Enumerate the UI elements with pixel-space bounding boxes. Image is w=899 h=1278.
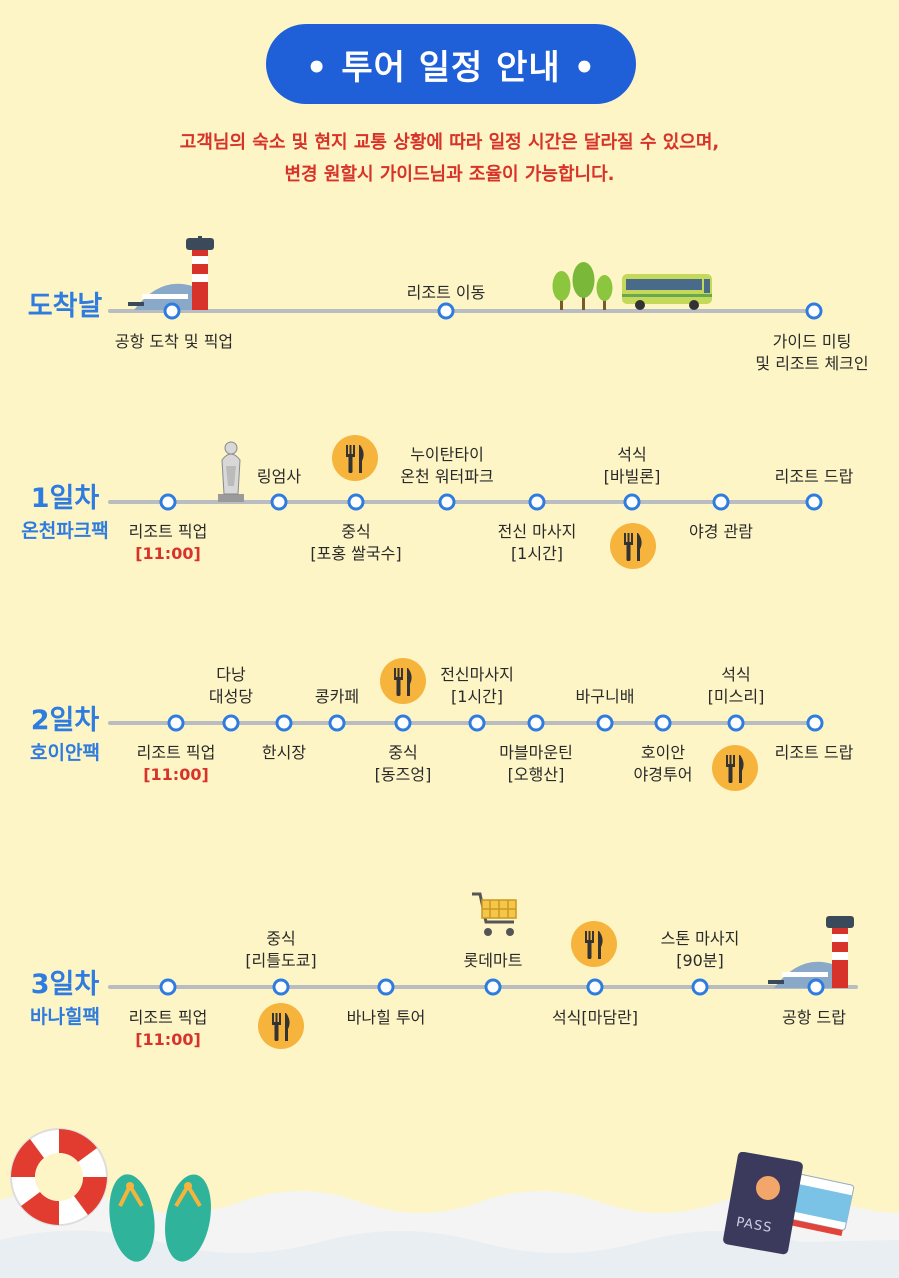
day2-lunch-label: 중식 [동즈엉]	[374, 743, 432, 784]
day1-stop-dot	[438, 493, 456, 511]
airport-icon	[128, 236, 214, 310]
day1-stop-dot	[712, 493, 730, 511]
day2-stop-dot	[468, 714, 486, 732]
day1-stop-dot	[528, 493, 546, 511]
day2-cathedral-label: 다낭 대성당	[208, 665, 254, 706]
day2-stop-dot	[527, 714, 545, 732]
statue-icon	[218, 441, 244, 502]
bus-icon	[622, 274, 712, 310]
day2-marble-mountain-label: 마블마운틴 [오행산]	[499, 743, 573, 784]
day3-stop-dot	[691, 978, 709, 996]
arrival-timeline	[108, 309, 818, 313]
day2-stop-dot	[275, 714, 293, 732]
day3-stop-dot	[272, 978, 290, 996]
life-ring-icon	[10, 1128, 108, 1226]
day3-lotte-mart-label: 롯데마트	[463, 951, 523, 970]
day2-stop-dot	[222, 714, 240, 732]
arrival-stop-dot	[805, 302, 823, 320]
day2-hoian-night-tour-label: 호이안 야경투어	[633, 743, 693, 784]
meal-icon	[258, 1003, 304, 1049]
page-title: • 투어 일정 안내 •	[266, 24, 636, 104]
day3-stop-dot	[484, 978, 502, 996]
day2-stop-dot	[654, 714, 672, 732]
arrival-day-title: 도착날	[27, 291, 103, 322]
day2-stop-dot	[394, 714, 412, 732]
meal-icon	[380, 658, 426, 704]
day3-subtitle: 바나힐팩	[30, 1006, 100, 1028]
meal-icon	[610, 523, 656, 569]
arrival-stop-dot	[437, 302, 455, 320]
meal-icon	[712, 745, 758, 791]
day1-subtitle: 온천파크팩	[21, 520, 109, 542]
footer-wave	[0, 1190, 899, 1278]
day2-dinner-label: 석식 [미스리]	[707, 665, 765, 706]
day2-subtitle: 호이안팩	[30, 742, 100, 764]
notice-line-1: 고객님의 숙소 및 현지 교통 상황에 따라 일정 시간은 달라질 수 있으며,	[179, 132, 720, 153]
trees-icon	[552, 262, 613, 310]
notice-line-2: 변경 원할시 가이드님과 조율이 가능합니다.	[284, 164, 615, 185]
shopping-cart-icon	[472, 892, 517, 936]
day3-lunch-label: 중식 [리틀도쿄]	[245, 929, 317, 970]
day3-resort-pickup-label: 리조트 픽업 [11:00]	[128, 1008, 208, 1049]
day3-stone-massage-label: 스톤 마사지 [90분]	[660, 929, 740, 970]
day3-dinner-label: 석식[마담란]	[551, 1008, 639, 1027]
day2-basket-boat-label: 바구니배	[575, 687, 635, 706]
day2-resort-pickup-label: 리조트 픽업 [11:00]	[136, 743, 216, 784]
day3-bana-hills-label: 바나힐 투어	[346, 1008, 426, 1027]
day3-stop-dot	[807, 978, 825, 996]
day1-stop-dot	[623, 493, 641, 511]
day2-stop-dot	[806, 714, 824, 732]
arrival-airport-pickup-label: 공항 도착 및 픽업	[114, 332, 234, 351]
day2-cong-cafe-label: 콩카페	[314, 687, 360, 706]
meal-icon	[332, 435, 378, 481]
day1-lunch-label: 중식 [포홍 쌀국수]	[310, 522, 402, 563]
day1-stop-dot	[159, 493, 177, 511]
day1-massage-label: 전신 마사지 [1시간]	[497, 522, 577, 563]
day1-stop-dot	[347, 493, 365, 511]
day2-massage-label: 전신마사지 [1시간]	[440, 665, 514, 706]
day2-stop-dot	[596, 714, 614, 732]
day3-stop-dot	[377, 978, 395, 996]
day3-timeline	[108, 985, 858, 989]
arrival-stop-dot	[163, 302, 181, 320]
day2-han-market-label: 한시장	[261, 743, 307, 762]
day3-airport-drop-label: 공항 드랍	[782, 1008, 846, 1027]
meal-icon	[571, 921, 617, 967]
passport-decor: PASS	[716, 1152, 856, 1262]
day1-timeline	[108, 500, 818, 504]
day3-stop-dot	[586, 978, 604, 996]
day1-night-view-label: 야경 관람	[689, 522, 753, 541]
day2-stop-dot	[328, 714, 346, 732]
day2-timeline	[108, 721, 818, 725]
day1-resort-drop-label: 리조트 드랍	[774, 467, 854, 486]
day1-title: 1일차	[30, 483, 100, 514]
day3-stop-dot	[159, 978, 177, 996]
passport-icon	[723, 1152, 855, 1255]
arrival-guide-meeting-label: 가이드 미팅 및 리조트 체크인	[755, 332, 869, 373]
day2-stop-dot	[167, 714, 185, 732]
day3-title: 3일차	[30, 969, 100, 1000]
day1-resort-pickup-label: 리조트 픽업 [11:00]	[128, 522, 208, 563]
day2-resort-drop-label: 리조트 드랍	[774, 743, 854, 762]
flip-flops-icon	[109, 1174, 211, 1262]
day2-stop-dot	[727, 714, 745, 732]
day2-title: 2일차	[30, 705, 100, 736]
day1-stop-dot	[805, 493, 823, 511]
day1-waterpark-label: 누이탄타이 온천 워터파크	[400, 445, 494, 486]
day1-dinner-label: 석식 [바빌론]	[603, 445, 661, 486]
arrival-resort-transfer-label: 리조트 이동	[406, 283, 486, 302]
day1-stop-dot	[270, 493, 288, 511]
day1-temple-label: 링엄사	[256, 467, 302, 486]
